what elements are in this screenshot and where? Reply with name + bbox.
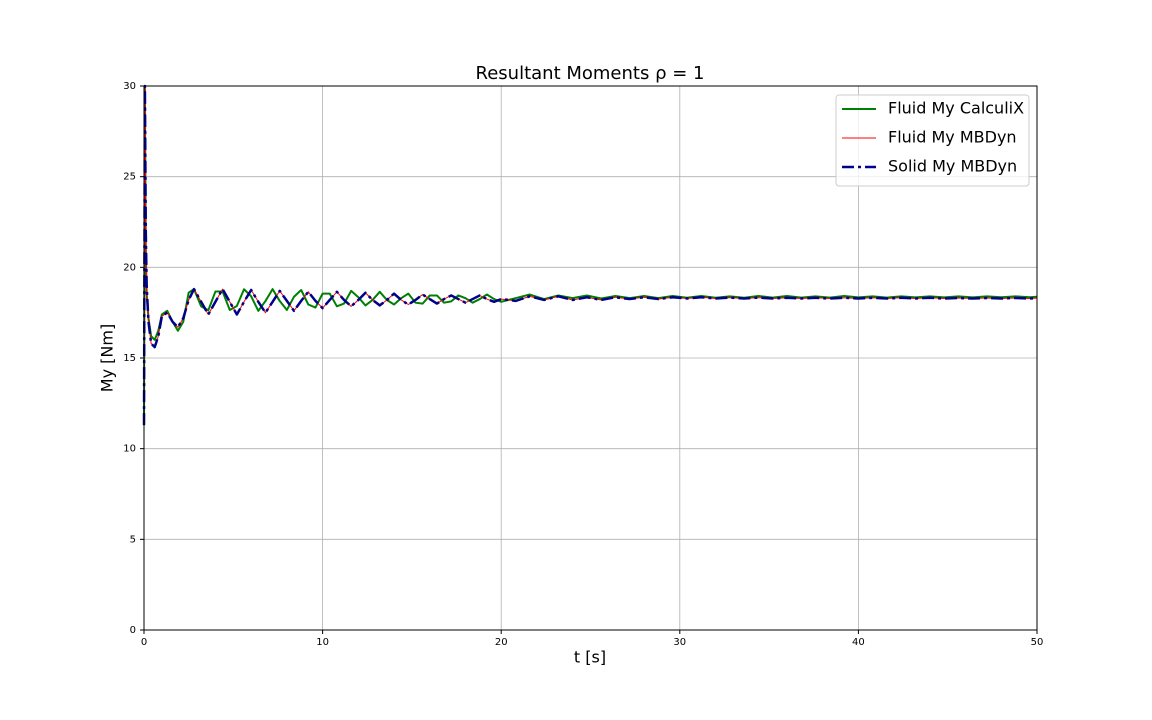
y-tick-label: 10 — [123, 444, 136, 455]
data-line — [142, 84, 1038, 426]
y-tick-label: 25 — [123, 172, 136, 183]
x-tick-label: 10 — [316, 637, 329, 648]
plot-frame — [143, 85, 1038, 631]
y-tick-label: 0 — [130, 625, 136, 636]
x-tick-label: 40 — [852, 637, 865, 648]
legend-box — [835, 94, 1030, 187]
x-tick-label: 50 — [1031, 637, 1044, 648]
y-tick-label: 5 — [130, 534, 136, 545]
x-tick-label: 20 — [495, 637, 508, 648]
y-tick-label: 30 — [123, 81, 136, 92]
data-line — [143, 85, 1038, 426]
y-tick-label: 15 — [123, 353, 136, 364]
x-tick-label: 30 — [673, 637, 686, 648]
legend-label: Solid My MBDyn — [888, 157, 1017, 176]
x-axis-label: t [s] — [574, 648, 606, 667]
chart-title: Resultant Moments ρ = 1 — [476, 63, 705, 84]
y-tick-label: 20 — [123, 262, 136, 273]
legend-label: Fluid My MBDyn — [888, 128, 1017, 147]
x-tick-label: 0 — [141, 637, 147, 648]
legend-label: Fluid My CalculiX — [888, 99, 1024, 118]
y-axis-label: My [Nm] — [98, 324, 117, 392]
